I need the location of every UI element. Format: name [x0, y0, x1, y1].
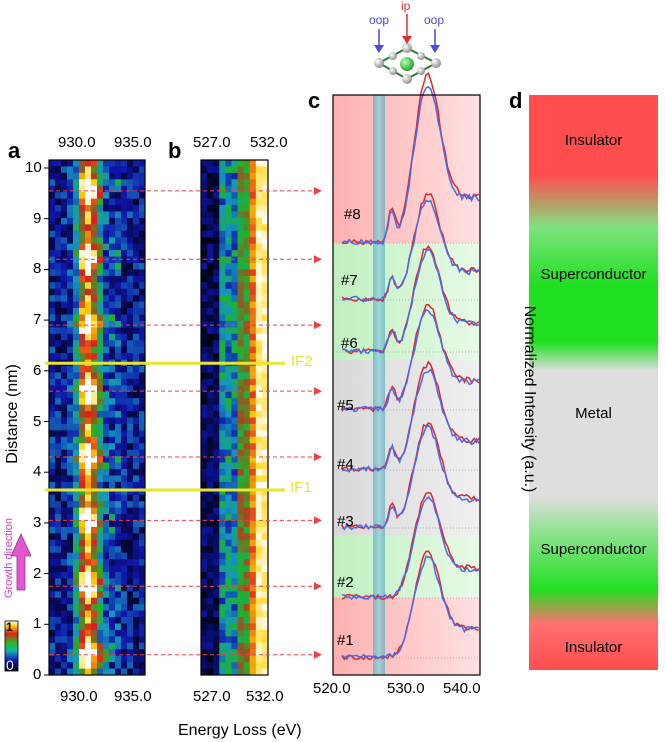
interface-label-if1: IF1 — [290, 479, 312, 496]
spectrum-label-7: #7 — [341, 272, 358, 289]
x-axis-label: Energy Loss (eV) — [178, 722, 302, 739]
spectrum-label-2: #2 — [337, 574, 354, 591]
y-tick-7: 7 — [33, 311, 42, 329]
y-tick-0: 0 — [33, 666, 42, 683]
growth-arrow-icon — [10, 533, 32, 591]
reference-arrows — [49, 186, 322, 659]
y-axis-label: Distance (nm) — [4, 364, 21, 464]
oop-left-label: oop — [369, 13, 390, 27]
c-y-axis-label: Normalized Intensity (a.u.) — [521, 305, 538, 493]
y-tick-9: 9 — [33, 209, 42, 227]
oop-right-label: oop — [424, 13, 445, 27]
panel-letter-b: b — [168, 138, 182, 163]
y-tick-1: 1 — [33, 615, 42, 633]
c-tick-0: 520.0 — [313, 680, 351, 697]
colorbar — [4, 620, 19, 672]
spectrum-label-4: #4 — [337, 456, 354, 473]
y-tick-2: 2 — [33, 564, 42, 582]
y-tick-10: 10 — [25, 159, 42, 176]
phase-label-superconductor-top: Superconductor — [540, 266, 647, 283]
phase-label-metal: Metal — [575, 405, 612, 422]
panel-letter-d: d — [509, 88, 523, 113]
a-bottom-tick-0: 930.0 — [60, 688, 98, 705]
panel-letter-c: c — [308, 88, 321, 113]
panel-a-frame — [48, 159, 146, 676]
panel-c-spectra — [333, 71, 480, 661]
panel-letter-a: a — [8, 138, 21, 163]
axes — [44, 167, 49, 676]
panel-c-frame — [332, 94, 481, 676]
y-tick-5: 5 — [33, 412, 42, 430]
a-bottom-tick-1: 935.0 — [114, 688, 152, 705]
phase-label-insulator-top: Insulator — [564, 132, 623, 149]
interface-label-if2: IF2 — [291, 353, 313, 370]
b-bottom-tick-0: 527.0 — [193, 688, 231, 705]
panel-c-background — [333, 95, 480, 675]
y-tick-8: 8 — [33, 260, 42, 278]
colorbar-min: 0 — [6, 657, 14, 673]
panel-b-heatmap — [201, 160, 269, 676]
y-tick-3: 3 — [33, 513, 42, 531]
c-tick-2: 540.0 — [443, 680, 481, 697]
spectrum-label-8: #8 — [344, 206, 361, 223]
spectrum-label-6: #6 — [341, 335, 358, 352]
colorbar-max: 1 — [6, 620, 13, 634]
panel-b-frame — [200, 159, 269, 676]
spectrum-label-3: #3 — [337, 513, 354, 530]
b-top-tick-1: 532.0 — [250, 134, 288, 151]
y-tick-6: 6 — [33, 361, 42, 379]
spectrum-label-1: #1 — [337, 632, 354, 649]
b-top-tick-0: 527.0 — [193, 134, 231, 151]
ip-label: ip — [401, 0, 411, 13]
a-top-tick-1: 935.0 — [114, 134, 152, 151]
growth-direction-label: Growth direction — [3, 517, 15, 599]
crystal-schematic-icon — [374, 14, 441, 84]
a-top-tick-0: 930.0 — [58, 134, 96, 151]
panel-a-heatmap — [49, 160, 146, 676]
y-tick-4: 4 — [33, 463, 42, 481]
interface-lines — [45, 361, 285, 492]
b-bottom-tick-1: 532.0 — [246, 688, 284, 705]
c-tick-1: 530.0 — [387, 680, 425, 697]
phase-label-superconductor-bottom: Superconductor — [540, 541, 647, 558]
spectrum-label-5: #5 — [337, 397, 354, 414]
phase-bar — [529, 95, 658, 670]
phase-label-insulator-bottom: Insulator — [564, 639, 623, 656]
